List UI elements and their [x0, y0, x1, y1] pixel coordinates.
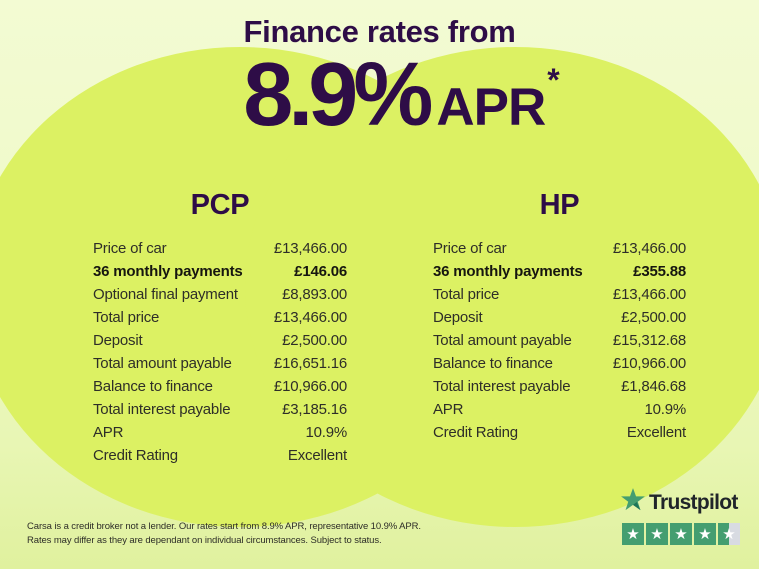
header: Finance rates from 8.9% APR * — [0, 14, 759, 148]
finance-row: Price of car £13,466.00 — [93, 237, 347, 260]
row-label: Balance to finance — [433, 355, 553, 372]
row-label: 36 monthly payments — [93, 263, 243, 280]
rating-star-icon: ★ — [670, 523, 692, 545]
row-label: Optional final payment — [93, 286, 238, 303]
pcp-finance-table: PCP Price of car £13,466.00 36 monthly pay… — [93, 188, 347, 467]
finance-row: Deposit £2,500.00 — [93, 329, 347, 352]
row-value: £13,466.00 — [612, 240, 686, 257]
trustpilot-wordmark: Trustpilot — [649, 490, 738, 514]
finance-row: APR 10.9% — [433, 398, 686, 421]
row-value: 10.9% — [644, 401, 686, 418]
row-value: £3,185.16 — [282, 401, 347, 418]
trustpilot-stars: ★ ★ ★ ★ ★ — [622, 523, 744, 545]
finance-row: Optional final payment £8,893.00 — [93, 283, 347, 306]
finance-row: Total interest payable £1,846.68 — [433, 375, 686, 398]
row-value: £15,312.68 — [612, 332, 686, 349]
row-value: £13,466.00 — [273, 240, 347, 257]
finance-row: Credit Rating Excellent — [433, 421, 686, 444]
row-label: Total price — [93, 309, 160, 326]
finance-row: Total interest payable £3,185.16 — [93, 398, 347, 421]
row-label: Total interest payable — [93, 401, 231, 418]
legal-disclaimer: Carsa is a credit broker not a lender. O… — [27, 520, 447, 547]
row-label: Total amount payable — [93, 355, 232, 372]
finance-row: Credit Rating Excellent — [93, 444, 347, 467]
row-value: £2,500.00 — [282, 332, 347, 349]
asterisk-footnote-marker: * — [547, 62, 560, 98]
row-label: APR — [93, 424, 124, 441]
row-value: Excellent — [287, 447, 347, 464]
row-label: APR — [433, 401, 464, 418]
finance-row: Total amount payable £15,312.68 — [433, 329, 686, 352]
row-value: £8,893.00 — [282, 286, 347, 303]
row-label: Price of car — [433, 240, 507, 257]
headline-rate: 8.9% APR * — [22, 44, 759, 148]
hp-finance-table: HP Price of car £13,466.00 36 monthly paym… — [433, 188, 686, 444]
finance-row: Total amount payable £16,651.16 — [93, 352, 347, 375]
row-value: £16,651.16 — [273, 355, 347, 372]
finance-row: 36 monthly payments £146.06 — [93, 260, 347, 283]
hp-heading: HP — [539, 189, 580, 221]
finance-row: Price of car £13,466.00 — [433, 237, 686, 260]
row-label: Deposit — [93, 332, 143, 349]
rating-star-icon: ★ — [646, 523, 668, 545]
pcp-heading: PCP — [190, 189, 250, 221]
row-label: Total amount payable — [433, 332, 572, 349]
row-value: £13,466.00 — [612, 286, 686, 303]
trustpilot-badge: Trustpilot ★ ★ ★ ★ ★ — [620, 487, 744, 545]
rate-value: 8.9% — [243, 45, 433, 145]
hp-rows: Price of car £13,466.00 36 monthly payment… — [433, 237, 686, 444]
row-value: £355.88 — [633, 263, 686, 280]
finance-row: APR 10.9% — [93, 421, 347, 444]
pcp-rows: Price of car £13,466.00 36 monthly payment… — [93, 237, 347, 467]
row-value: Excellent — [626, 424, 686, 441]
row-value: £10,966.00 — [612, 355, 686, 372]
row-label: Credit Rating — [93, 447, 178, 464]
finance-row: Deposit £2,500.00 — [433, 306, 686, 329]
row-label: Deposit — [433, 309, 483, 326]
finance-row: 36 monthly payments £355.88 — [433, 260, 686, 283]
rating-star-icon: ★ — [622, 523, 644, 545]
row-value: £146.06 — [294, 263, 347, 280]
finance-row: Balance to finance £10,966.00 — [93, 375, 347, 398]
rating-star-icon: ★ — [718, 523, 740, 545]
row-value: £2,500.00 — [621, 309, 686, 326]
row-label: 36 monthly payments — [433, 263, 583, 280]
finance-row: Total price £13,466.00 — [433, 283, 686, 306]
page-title: Finance rates from — [243, 14, 516, 49]
row-value: 10.9% — [305, 424, 347, 441]
finance-row: Balance to finance £10,966.00 — [433, 352, 686, 375]
row-label: Balance to finance — [93, 378, 213, 395]
row-value: £10,966.00 — [273, 378, 347, 395]
disclaimer-line-2: Rates may differ as they are dependant o… — [27, 534, 382, 546]
disclaimer-line-1: Carsa is a credit broker not a lender. O… — [27, 521, 421, 532]
finance-row: Total price £13,466.00 — [93, 306, 347, 329]
row-label: Total interest payable — [433, 378, 571, 395]
rating-star-icon: ★ — [694, 523, 716, 545]
trustpilot-logo: Trustpilot — [620, 487, 744, 518]
row-label: Total price — [433, 286, 500, 303]
rate-unit: APR — [436, 78, 546, 137]
row-label: Credit Rating — [433, 424, 518, 441]
trustpilot-star-icon — [620, 487, 646, 518]
green-ellipse-right — [245, 47, 759, 527]
row-value: £1,846.68 — [621, 378, 686, 395]
row-value: £13,466.00 — [273, 309, 347, 326]
row-label: Price of car — [93, 240, 167, 257]
